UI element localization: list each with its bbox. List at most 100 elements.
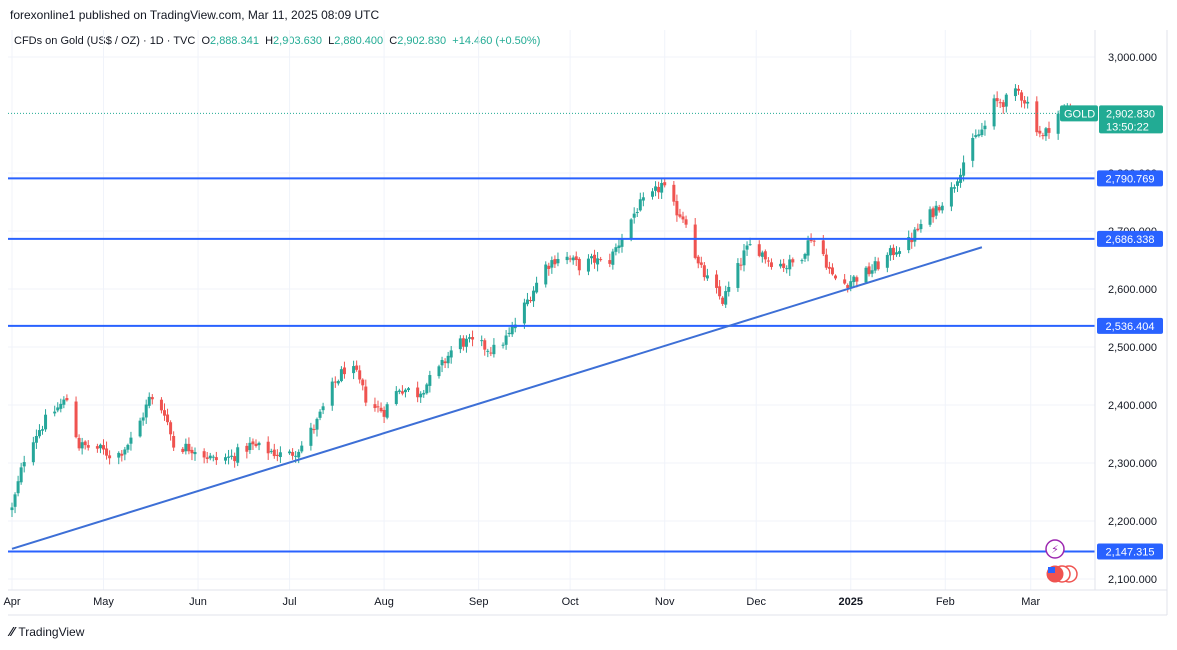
candle-body <box>141 417 145 421</box>
candle-body <box>678 214 682 217</box>
candle-body <box>34 435 38 443</box>
candle-body <box>556 258 560 264</box>
candle-body <box>126 444 130 450</box>
price-tick-label: 2,100.000 <box>1108 574 1157 586</box>
candle-body <box>407 388 410 391</box>
candle-body <box>769 262 773 268</box>
candle-body <box>172 435 176 448</box>
time-tick-label: May <box>93 596 114 608</box>
candle-body <box>486 350 490 352</box>
time-axis[interactable]: Apr May Jun Jul Aug Sep Oct Nov Dec 2025 Feb Mar <box>3 596 1040 608</box>
candle-body <box>870 270 874 274</box>
price-tag-symbol-bg <box>1060 105 1098 122</box>
candle-body <box>675 201 679 216</box>
candle-body <box>721 297 725 304</box>
candle-body <box>812 240 816 242</box>
symbol-label[interactable]: CFDs on Gold (US$ / OZ) · 1D · TVC <box>14 35 196 47</box>
candle-body <box>361 379 365 386</box>
candle-body <box>1041 135 1045 137</box>
candle-body <box>297 451 301 458</box>
candle-body <box>425 384 429 394</box>
candle-body <box>31 442 35 463</box>
candle-body <box>245 445 249 452</box>
candle-body <box>888 248 892 256</box>
candle-body <box>855 277 859 282</box>
candle-body <box>806 240 810 256</box>
candle-body <box>458 338 462 350</box>
candle-body <box>1001 102 1005 108</box>
event-icons[interactable]: ⚡ <box>1045 539 1078 583</box>
candle-body <box>782 263 786 268</box>
candle-body <box>931 208 935 218</box>
candle-body <box>547 265 551 269</box>
candle-body <box>590 256 593 259</box>
candle-body <box>202 451 206 458</box>
candle-body <box>251 441 255 445</box>
level-tag-label: 2,686.338 <box>1106 234 1155 246</box>
candle-body <box>718 286 722 297</box>
trendline[interactable] <box>11 246 983 550</box>
candle-body <box>443 361 447 364</box>
candle-body <box>16 481 20 494</box>
candle-body <box>681 216 685 220</box>
candle-body <box>834 275 837 279</box>
time-tick-label: Jul <box>283 596 297 608</box>
candle-body <box>440 359 444 366</box>
footer-branding: ⁄⁄ TradingView <box>10 624 84 639</box>
brand-name: TradingView <box>18 624 85 639</box>
candle-body <box>400 391 404 394</box>
candle-body <box>916 228 920 231</box>
change-value: +14.460 (+0.50%) <box>452 35 541 47</box>
candle-body <box>333 381 337 383</box>
candle-body <box>379 407 383 412</box>
candle-body <box>358 370 362 380</box>
candle-body <box>181 448 185 452</box>
candle-body <box>352 366 356 374</box>
candle-body <box>1026 101 1030 104</box>
level-price-tags: 2,790.769 2,686.338 2,536.404 2,147.315 <box>1097 170 1163 560</box>
candle-body <box>44 414 48 430</box>
candle-body <box>275 454 279 456</box>
candle-body <box>654 186 658 191</box>
candle-body <box>745 245 749 250</box>
candle-body <box>830 267 834 275</box>
candle-body <box>739 264 743 266</box>
candle-body <box>449 350 453 358</box>
candle-body <box>147 396 151 406</box>
candle-body <box>1038 130 1042 134</box>
candle-body <box>80 442 84 449</box>
candle-body <box>214 457 218 461</box>
candle-body <box>529 299 532 302</box>
candle-body <box>525 299 529 305</box>
candle-body <box>86 445 90 448</box>
candle-body <box>211 456 215 458</box>
open-value: 2,888.341 <box>210 35 259 47</box>
candle-body <box>907 237 911 251</box>
candle-body <box>309 427 313 446</box>
candle-body <box>62 399 66 405</box>
candle-body <box>266 441 270 454</box>
candle-body <box>1023 100 1027 104</box>
dividend-event-icon[interactable] <box>1045 539 1065 559</box>
candle-body <box>928 209 932 225</box>
candle-body <box>779 263 783 267</box>
candle-body <box>702 265 706 278</box>
candle-body <box>254 443 258 447</box>
candle-body <box>364 386 368 403</box>
candle-body <box>522 302 526 324</box>
candle-body <box>620 238 624 247</box>
candle-body <box>980 129 984 136</box>
candle-body <box>65 398 69 401</box>
candle-body <box>193 452 197 455</box>
candle-body <box>403 389 407 393</box>
candle-body <box>696 256 700 264</box>
time-tick-label: 2025 <box>839 596 863 608</box>
candle-body <box>532 290 536 302</box>
candle-body <box>974 135 978 138</box>
candle-body <box>757 244 761 256</box>
candle-body <box>672 184 676 202</box>
candle-body <box>166 414 170 423</box>
candle-body <box>876 261 880 270</box>
candle-body <box>910 238 914 243</box>
